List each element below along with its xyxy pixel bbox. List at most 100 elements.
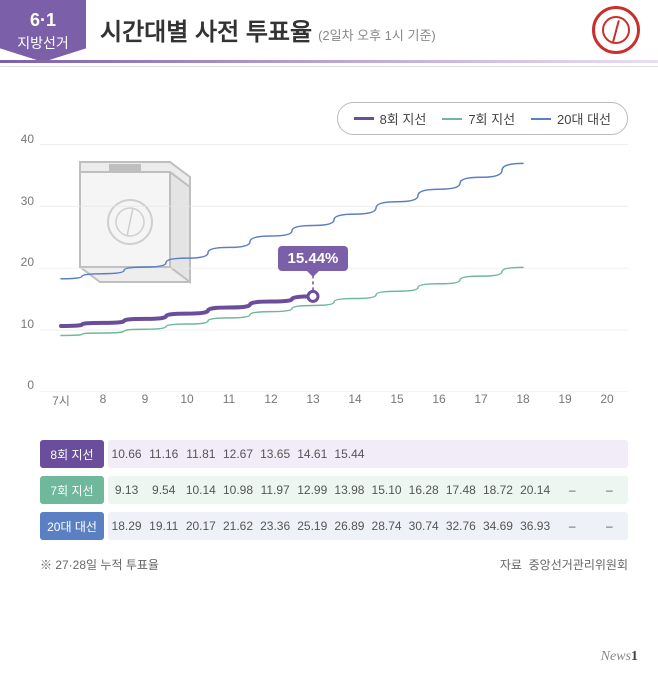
legend-label: 20대 대선 — [557, 109, 611, 128]
table-cell: 32.76 — [442, 512, 479, 540]
x-tick: 8 — [82, 392, 124, 432]
table-cell: 11.81 — [182, 440, 219, 468]
chart-title: 시간대별 사전 투표율 — [100, 12, 312, 47]
table-row: 8회 지선10.6611.1611.8112.6713.6514.6115.44 — [40, 438, 628, 470]
table-cell: 9.13 — [108, 476, 145, 504]
table-cell: 13.98 — [331, 476, 368, 504]
infographic-container: 6·1 지방선거 시간대별 사전 투표율 (2일차 오후 1시 기준) 8회 지… — [0, 0, 658, 683]
table-cell: 12.99 — [294, 476, 331, 504]
chart-area: 8회 지선7회 지선20대 대선 010203040 7시89101112131… — [40, 102, 628, 432]
data-table: 8회 지선10.6611.1611.8112.6713.6514.6115.44… — [40, 438, 628, 542]
title-row: 시간대별 사전 투표율 (2일차 오후 1시 기준) — [100, 12, 638, 47]
y-tick: 10 — [10, 317, 34, 331]
table-cell: – — [554, 476, 591, 504]
election-badge: 6·1 지방선거 — [0, 0, 86, 62]
table-cell: 26.89 — [331, 512, 368, 540]
row-cells: 9.139.5410.1410.9811.9712.9913.9815.1016… — [108, 476, 628, 504]
table-cell: 19.11 — [145, 512, 182, 540]
footnote: ※ 27·28일 누적 투표율 자료 중앙선거관리위원회 — [40, 556, 628, 573]
x-axis: 7시891011121314151617181920 — [40, 392, 628, 432]
table-cell: – — [591, 476, 628, 504]
row-label: 20대 대선 — [40, 512, 104, 540]
x-tick: 10 — [166, 392, 208, 432]
header: 6·1 지방선거 시간대별 사전 투표율 (2일차 오후 1시 기준) — [0, 0, 658, 92]
table-cell: 16.28 — [405, 476, 442, 504]
y-tick: 30 — [10, 194, 34, 208]
news1-logo: News1 — [601, 649, 638, 665]
table-cell — [442, 440, 479, 468]
x-tick: 14 — [334, 392, 376, 432]
table-cell: 18.72 — [479, 476, 516, 504]
table-cell — [517, 440, 554, 468]
x-tick: 11 — [208, 392, 250, 432]
y-tick: 20 — [10, 255, 34, 269]
table-cell: 12.67 — [219, 440, 256, 468]
table-row: 20대 대선18.2919.1120.1721.6223.3625.1926.8… — [40, 510, 628, 542]
footnote-note: ※ 27·28일 누적 투표율 — [40, 556, 159, 573]
table-cell: 10.14 — [182, 476, 219, 504]
legend-item: 8회 지선 — [354, 109, 427, 128]
row-cells: 10.6611.1611.8112.6713.6514.6115.44 — [108, 440, 628, 468]
table-cell — [591, 440, 628, 468]
table-cell: – — [591, 512, 628, 540]
legend-item: 20대 대선 — [531, 109, 611, 128]
table-cell: 36.93 — [517, 512, 554, 540]
table-cell: – — [554, 512, 591, 540]
legend-label: 8회 지선 — [380, 109, 427, 128]
legend-item: 7회 지선 — [442, 109, 515, 128]
chart-subtitle: (2일차 오후 1시 기준) — [318, 25, 436, 44]
y-tick: 0 — [10, 378, 34, 392]
table-cell — [405, 440, 442, 468]
table-cell: 17.48 — [442, 476, 479, 504]
table-cell: 18.29 — [108, 512, 145, 540]
badge-date: 6·1 — [0, 10, 86, 31]
table-cell: 14.61 — [294, 440, 331, 468]
legend-label: 7회 지선 — [468, 109, 515, 128]
legend-swatch — [531, 118, 551, 120]
table-cell: 15.10 — [368, 476, 405, 504]
header-underline-thin — [0, 66, 658, 67]
table-cell: 30.74 — [405, 512, 442, 540]
x-tick: 12 — [250, 392, 292, 432]
table-cell — [368, 440, 405, 468]
table-cell: 11.16 — [145, 440, 182, 468]
legend-swatch — [442, 118, 462, 120]
table-cell: 11.97 — [257, 476, 294, 504]
x-tick: 19 — [544, 392, 586, 432]
vote-stamp-icon — [592, 6, 640, 54]
table-cell: 28.74 — [368, 512, 405, 540]
table-cell: 10.66 — [108, 440, 145, 468]
table-cell — [479, 440, 516, 468]
row-label: 7회 지선 — [40, 476, 104, 504]
legend-swatch — [354, 117, 374, 120]
table-cell — [554, 440, 591, 468]
row-cells: 18.2919.1120.1721.6223.3625.1926.8928.74… — [108, 512, 628, 540]
highlight-label: 15.44% — [278, 246, 349, 271]
badge-label: 지방선거 — [0, 33, 86, 53]
y-tick: 40 — [10, 132, 34, 146]
footnote-source: 자료 중앙선거관리위원회 — [500, 556, 628, 573]
legend: 8회 지선 7회 지선 20대 대선 — [337, 102, 628, 135]
y-axis: 0 10 20 30 40 — [10, 132, 34, 392]
table-row: 7회 지선9.139.5410.1410.9811.9712.9913.9815… — [40, 474, 628, 506]
x-tick: 20 — [586, 392, 628, 432]
row-label: 8회 지선 — [40, 440, 104, 468]
header-underline — [0, 60, 658, 63]
table-cell: 34.69 — [479, 512, 516, 540]
x-tick: 15 — [376, 392, 418, 432]
table-cell: 20.14 — [517, 476, 554, 504]
table-cell: 9.54 — [145, 476, 182, 504]
table-cell: 25.19 — [294, 512, 331, 540]
table-cell: 21.62 — [219, 512, 256, 540]
x-tick: 9 — [124, 392, 166, 432]
x-tick: 16 — [418, 392, 460, 432]
x-tick: 17 — [460, 392, 502, 432]
table-cell: 23.36 — [257, 512, 294, 540]
x-tick: 18 — [502, 392, 544, 432]
table-cell: 20.17 — [182, 512, 219, 540]
table-cell: 13.65 — [257, 440, 294, 468]
x-tick: 7시 — [40, 392, 82, 432]
x-tick: 13 — [292, 392, 334, 432]
table-cell: 10.98 — [219, 476, 256, 504]
table-cell: 15.44 — [331, 440, 368, 468]
